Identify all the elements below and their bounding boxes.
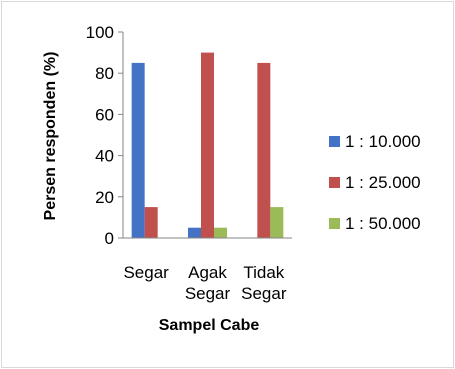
x-category-label: Segar	[123, 263, 169, 282]
y-tick-label: 100	[86, 23, 114, 42]
bar-1-1	[131, 62, 145, 239]
x-axis-category-labels: Segar Agak Segar Tidak Segar	[123, 263, 286, 303]
legend-label-1: 1 : 10.000	[345, 132, 421, 151]
bar-3-2	[214, 227, 227, 238]
bar-group	[131, 52, 284, 239]
x-category-label: Agak	[188, 263, 227, 282]
y-tick-label: 40	[95, 147, 114, 166]
x-category-label: Tidak	[243, 263, 284, 282]
legend-swatch-1	[329, 136, 340, 147]
x-category-label: Segar	[185, 284, 231, 303]
bar-1-2	[188, 227, 201, 238]
x-axis-title: Sampel Cabe	[159, 317, 260, 334]
legend-swatch-3	[329, 218, 340, 229]
x-category-label: Segar	[241, 284, 287, 303]
legend-label-2: 1 : 25.000	[345, 173, 421, 192]
legend: 1 : 10.000 1 : 25.000 1 : 50.000	[329, 132, 421, 233]
y-axis-title: Persen responden (%)	[42, 52, 59, 221]
y-tick-label: 80	[95, 64, 114, 83]
legend-swatch-2	[329, 177, 340, 188]
bar-2-1	[144, 207, 158, 238]
y-tick-label: 60	[95, 105, 114, 124]
bar-2-3	[257, 62, 271, 239]
y-axis-ticks: 0 20 40 60 80 100	[86, 23, 123, 248]
y-tick-label: 0	[105, 229, 114, 248]
legend-label-3: 1 : 50.000	[345, 214, 421, 233]
bar-2-2	[201, 52, 214, 238]
y-tick-label: 20	[95, 188, 114, 207]
bar-3-3	[270, 207, 284, 238]
